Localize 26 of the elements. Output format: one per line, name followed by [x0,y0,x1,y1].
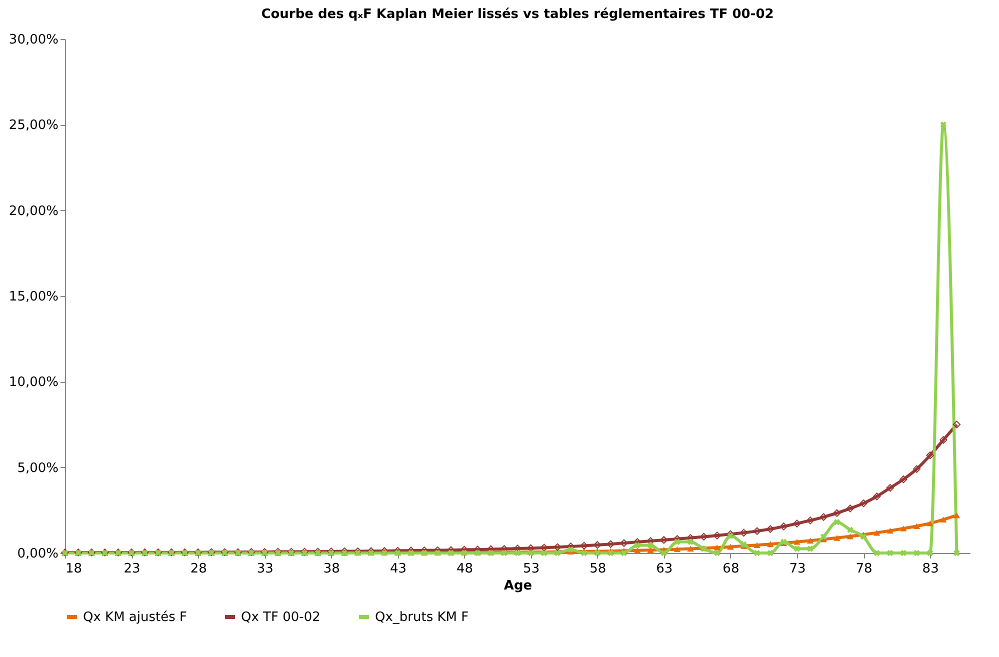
x-tick-label: 38 [323,562,340,576]
x-tick-label: 43 [390,562,406,576]
x-tick-label: 78 [856,562,872,576]
x-tick-label: 63 [656,562,673,576]
x-tick-label: 68 [722,562,740,576]
x-tick-label: 73 [789,562,806,576]
y-tick-label: 0,00% [17,546,58,562]
y-tick-label: 25,00% [8,118,58,134]
x-axis-title: Age [504,578,532,594]
x-tick-label: 53 [523,562,540,576]
legend-label: Qx KM ajustés F [83,610,187,625]
legend-label: Qx TF 00-02 [241,610,320,625]
x-tick-label: 28 [190,562,207,576]
legend-label: Qx_bruts KM F [375,610,469,625]
y-tick-label: 30,00% [8,32,58,48]
x-tick-label: 58 [590,562,606,576]
y-tick-label: 15,00% [8,290,58,304]
y-tick-label: 20,00% [8,204,58,219]
x-tick-label: 18 [66,562,82,576]
x-tick-label: 33 [256,562,274,576]
y-tick-label: 10,00% [8,375,58,390]
x-tick-label: 23 [124,562,140,576]
chart-title: Courbe des qₓF Kaplan Meier lissés vs tables réglementaires TF 00-02 [261,7,774,22]
x-tick-label: 83 [922,562,939,576]
y-tick-label: 5,00% [17,460,58,476]
x-tick-label: 48 [456,562,474,576]
